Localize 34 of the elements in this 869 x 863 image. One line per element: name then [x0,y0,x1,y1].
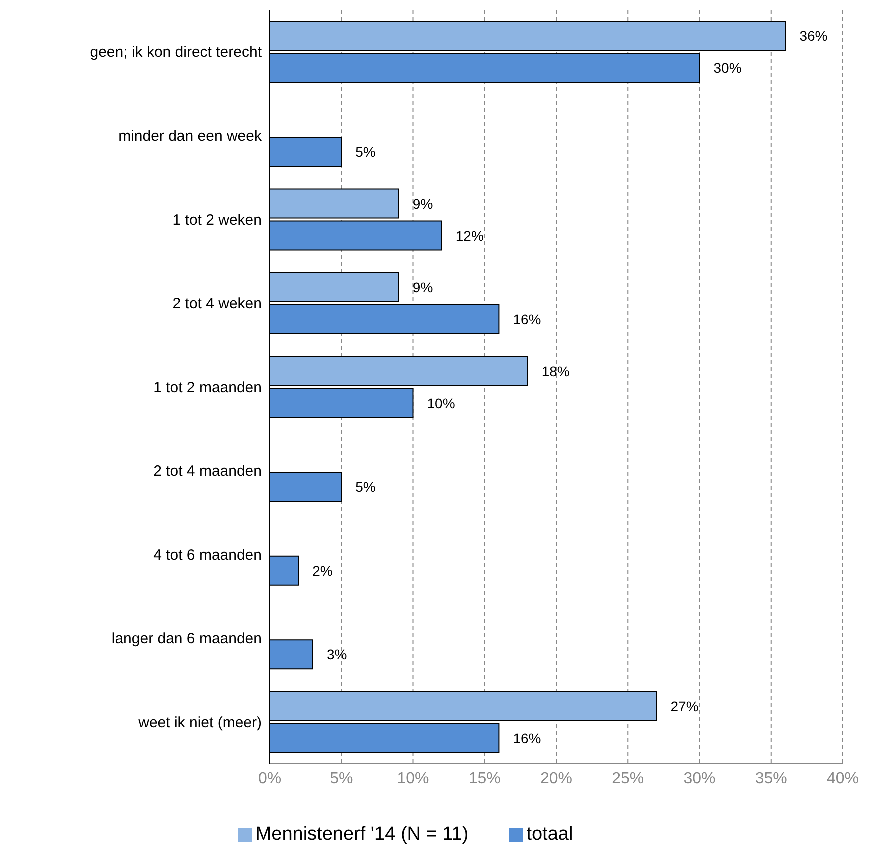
y-tick-label: 2 tot 4 maanden [154,463,262,480]
data-label: 16% [513,312,542,328]
data-label: 9% [412,280,434,296]
data-label: 5% [356,479,376,496]
y-tick-label: weet ik niet (meer) [138,714,262,732]
x-tick-label: 20% [540,770,573,788]
x-tick-label: 25% [612,770,644,788]
data-label: 18% [542,363,570,380]
x-tick-label: 35% [755,770,788,788]
y-tick-label: 1 tot 2 maanden [154,379,262,396]
x-tick-label: 30% [684,770,716,788]
y-tick-label: minder dan een week [118,128,262,145]
x-tick-label: 15% [468,770,501,788]
data-label: 16% [513,730,542,746]
data-label: 3% [326,646,348,663]
legend-label: totaal [526,824,574,845]
data-label: 36% [800,28,828,44]
data-label: 10% [427,395,456,412]
data-label: 9% [412,196,434,212]
y-tick-label: 1 tot 2 weken [172,212,262,229]
x-tick-label: 0% [258,770,282,788]
y-tick-label: langer dan 6 maanden [112,630,262,648]
x-tick-label: 5% [330,770,354,788]
x-tick-label: 10% [397,770,430,788]
data-label: 27% [670,698,699,714]
data-label: 2% [312,562,333,579]
data-label: 30% [714,60,742,76]
legend-label: Mennistenerf '14 (N = 11) [256,824,469,845]
data-label: 5% [356,144,376,160]
y-tick-label: 2 tot 4 weken [172,296,262,313]
data-label: 12% [456,228,484,244]
y-tick-label: 4 tot 6 maanden [154,546,262,564]
y-tick-label: geen; ik kon direct terecht [90,44,263,62]
x-tick-label: 40% [826,770,860,788]
